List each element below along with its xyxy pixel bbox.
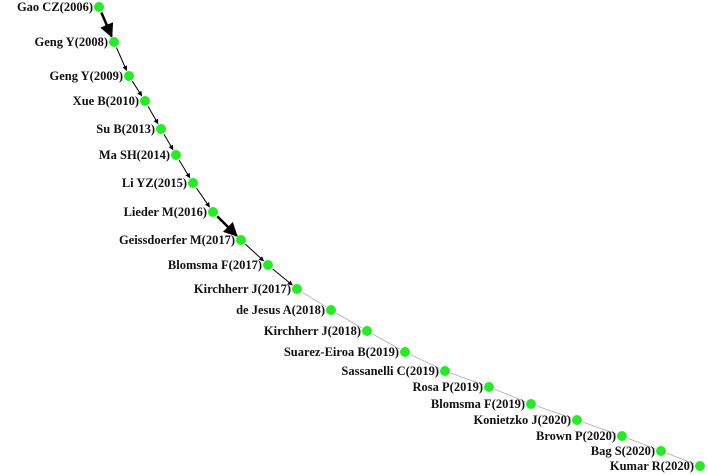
edge <box>115 47 128 71</box>
edge <box>147 105 159 125</box>
node <box>94 2 104 12</box>
node <box>208 207 218 217</box>
node-label: Geng Y(2008) <box>35 35 109 49</box>
node <box>109 37 119 47</box>
node <box>440 366 450 376</box>
edge <box>131 80 143 97</box>
edge <box>245 243 264 262</box>
edge <box>536 405 572 419</box>
node-label: Kirchherr J(2017) <box>194 282 291 296</box>
node <box>292 284 302 294</box>
node <box>400 347 410 357</box>
node-label: Ma SH(2014) <box>99 148 170 162</box>
node-label: de Jesus A(2018) <box>236 303 325 317</box>
node <box>617 431 627 441</box>
node <box>526 399 536 409</box>
node <box>171 150 181 160</box>
node <box>656 446 666 456</box>
node <box>362 326 372 336</box>
node <box>572 415 582 425</box>
edge <box>582 421 617 435</box>
node-label: Suarez-Eiroa B(2019) <box>284 345 399 359</box>
edge <box>372 333 400 350</box>
node <box>140 96 150 106</box>
node-label: Geng Y(2009) <box>50 69 124 83</box>
edge <box>666 452 695 465</box>
node-label: Gao CZ(2006) <box>17 0 93 14</box>
node-label: Xue B(2010) <box>73 94 139 108</box>
edge <box>494 388 526 403</box>
edge <box>178 159 191 179</box>
node-label: Li YZ(2015) <box>122 176 187 190</box>
node <box>156 124 166 134</box>
edge <box>450 372 484 386</box>
node-label: Sassanelli C(2019) <box>341 364 439 378</box>
node-label: Blomsma F(2017) <box>168 258 262 272</box>
node-label: Brown P(2020) <box>536 429 616 443</box>
edge <box>163 133 174 151</box>
node <box>326 305 336 315</box>
node-label: Bag S(2020) <box>591 444 655 458</box>
node-label: Lieder M(2016) <box>124 205 207 219</box>
node-label: Blomsma F(2019) <box>431 397 525 411</box>
node <box>484 382 494 392</box>
edge <box>100 12 114 38</box>
node <box>188 178 198 188</box>
edge <box>301 291 327 308</box>
edge <box>410 354 440 369</box>
node-label: Su B(2013) <box>96 122 155 136</box>
node <box>695 461 705 471</box>
node-label: Kirchherr J(2018) <box>264 324 361 338</box>
node-label: Geissdoerfer M(2017) <box>119 233 235 247</box>
edge <box>216 215 238 237</box>
edge <box>195 187 211 208</box>
edge <box>335 312 363 329</box>
edge <box>627 437 656 450</box>
node-label: Konietzko J(2020) <box>473 413 571 427</box>
node <box>236 235 246 245</box>
node <box>263 260 273 270</box>
node <box>124 71 134 81</box>
edge <box>272 268 293 286</box>
node-label: Rosa P(2019) <box>413 380 483 394</box>
node-label: Kumar R(2020) <box>610 459 694 473</box>
